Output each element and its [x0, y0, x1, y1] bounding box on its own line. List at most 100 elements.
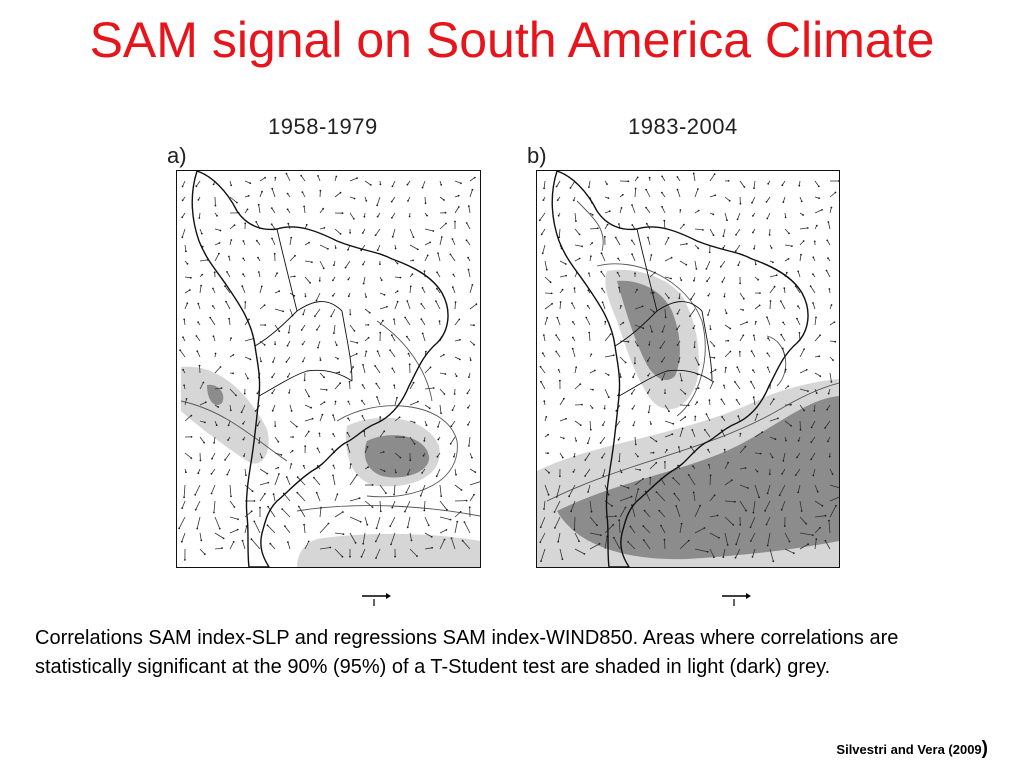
- wind-vector: [724, 462, 729, 470]
- wind-vector: [694, 188, 699, 198]
- wind-vector-head: [468, 445, 470, 447]
- wind-vector-head: [379, 416, 382, 418]
- wind-vector-head: [727, 461, 729, 464]
- wind-vector-head: [445, 529, 448, 531]
- wind-vector-head: [242, 438, 245, 441]
- wind-vector-head: [302, 313, 305, 316]
- wind-vector: [274, 473, 280, 486]
- wind-vector-head: [332, 294, 334, 297]
- wind-vector-head: [204, 401, 207, 404]
- wind-vector-head: [461, 539, 464, 542]
- wind-vector-head: [781, 184, 784, 187]
- wind-vector-head: [579, 383, 582, 385]
- wind-vector-head: [618, 460, 621, 463]
- wind-vector-head: [606, 183, 608, 185]
- wind-vector-head: [362, 263, 364, 266]
- map-b-contours: [546, 200, 839, 502]
- wind-vector: [333, 324, 336, 334]
- wind-vector: [211, 484, 216, 494]
- wind-vector: [422, 180, 426, 188]
- wind-vector: [391, 212, 396, 219]
- wind-vector: [301, 324, 306, 331]
- wind-vector: [303, 206, 306, 214]
- wind-vector-head: [637, 455, 639, 458]
- wind-vector-head: [752, 334, 755, 337]
- wind-vector-head: [407, 473, 409, 475]
- wind-vector-head: [465, 499, 468, 502]
- wind-vector: [469, 284, 473, 294]
- wind-vector: [214, 532, 224, 539]
- wind-vector: [313, 477, 321, 486]
- wind-vector-head: [707, 448, 709, 451]
- wind-vector: [694, 548, 708, 553]
- wind-vector: [634, 488, 639, 502]
- wind-vector: [634, 478, 644, 486]
- wind-vector-head: [200, 284, 202, 287]
- wind-vector-head: [181, 185, 184, 188]
- wind-vector-head: [259, 506, 261, 509]
- wind-vector-head: [709, 474, 712, 477]
- wind-vector-head: [341, 212, 344, 215]
- wind-vector-head: [332, 279, 334, 282]
- wind-vector-head: [230, 184, 233, 187]
- shade-b-south-dark: [557, 396, 839, 560]
- wind-vector-head: [287, 222, 290, 225]
- wind-vector-head: [383, 430, 386, 433]
- wind-vector-head: [699, 504, 701, 507]
- wind-vector-head: [663, 219, 666, 222]
- wind-vector: [259, 340, 265, 346]
- wind-vector: [272, 404, 276, 411]
- wind-vector: [184, 244, 187, 252]
- wind-vector-head: [693, 279, 695, 282]
- wind-vector: [724, 479, 733, 486]
- contour-line: [376, 320, 433, 402]
- wind-vector-head: [708, 251, 711, 254]
- wind-vector-head: [295, 425, 298, 428]
- wind-vector-head: [778, 494, 781, 497]
- wind-vector: [634, 324, 644, 329]
- wind-vector-head: [347, 400, 350, 403]
- wind-vector-head: [759, 292, 761, 294]
- wind-vector-head: [547, 433, 549, 436]
- wind-vector-head: [271, 187, 274, 190]
- wind-vector-head: [693, 346, 696, 349]
- wind-vector-head: [743, 186, 746, 188]
- wind-vector: [751, 350, 756, 358]
- wind-vector: [469, 303, 477, 310]
- wind-vector-head: [329, 546, 332, 549]
- wind-vector: [379, 306, 388, 310]
- wind-vector-head: [271, 409, 274, 412]
- wind-vector-head: [650, 254, 653, 256]
- wind-vector: [707, 308, 711, 316]
- wind-vector-head: [224, 459, 226, 461]
- wind-vector: [409, 286, 412, 294]
- wind-vector-head: [411, 273, 414, 276]
- wind-vector-head: [670, 256, 673, 259]
- wind-vector-head: [438, 320, 441, 322]
- wind-vector-head: [541, 252, 544, 255]
- wind-vector-head: [661, 191, 663, 194]
- wind-vector-head: [412, 259, 414, 262]
- wind-vector-head: [181, 507, 184, 509]
- wind-vector-head: [426, 254, 429, 257]
- wind-vector-head: [636, 288, 638, 291]
- wind-vector-head: [335, 175, 338, 178]
- wind-vector: [330, 308, 336, 317]
- wind-vector: [199, 401, 206, 406]
- wind-vector-head: [611, 505, 613, 507]
- wind-vector-head: [742, 297, 745, 300]
- wind-vector: [394, 397, 398, 406]
- wind-vector-head: [309, 281, 311, 284]
- wind-vector-head: [637, 488, 640, 490]
- wind-vector: [574, 383, 581, 390]
- wind-vector-head: [812, 256, 815, 259]
- wind-vector: [764, 500, 771, 511]
- wind-vector-head: [302, 360, 304, 363]
- wind-vector-head: [185, 250, 187, 253]
- wind-vector: [379, 484, 387, 494]
- wind-vector-head: [664, 316, 667, 319]
- wind-vector-head: [687, 539, 690, 542]
- wind-vector-head: [632, 376, 634, 379]
- wind-vector-head: [363, 215, 366, 218]
- wind-vector-head: [675, 505, 678, 507]
